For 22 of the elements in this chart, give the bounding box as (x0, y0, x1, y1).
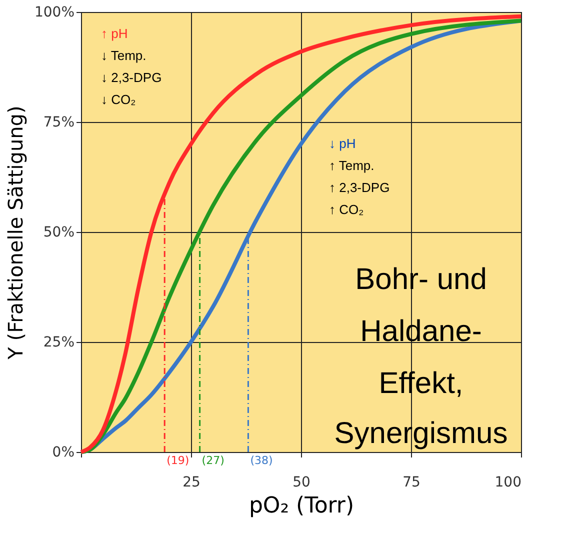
y-tick-label: 100% (34, 4, 74, 20)
y-tick-label: 75% (43, 114, 74, 130)
ref-line-label: (27) (202, 454, 224, 467)
y-tick-label: 50% (43, 224, 74, 240)
annotation: ↓ 2,3-DPG (101, 70, 162, 85)
x-tick-label: 100 (494, 474, 522, 490)
annotation: ↑ 2,3-DPG (329, 180, 390, 195)
x-axis-title: pO₂ (Torr) (248, 494, 354, 518)
ref-line-label: (38) (250, 454, 273, 467)
annotation: ↓ Temp. (101, 48, 146, 63)
ref-line-label: (19) (166, 454, 190, 467)
x-tick-label: 25 (182, 474, 200, 490)
annotation: ↑ Temp. (329, 158, 374, 173)
annotation: ↓ CO₂ (101, 92, 136, 107)
x-tick-label: 75 (402, 474, 420, 490)
x-tick-label: 50 (292, 474, 310, 490)
annotation: ↑ pH (101, 26, 128, 41)
annotation: ↑ CO₂ (329, 202, 364, 217)
y-tick-label: 25% (43, 334, 74, 350)
annotation: ↓ pH (329, 136, 356, 151)
y-tick-label: 0% (52, 444, 74, 460)
y-axis-title: Y (Fraktionelle Sättigung) (3, 106, 28, 360)
